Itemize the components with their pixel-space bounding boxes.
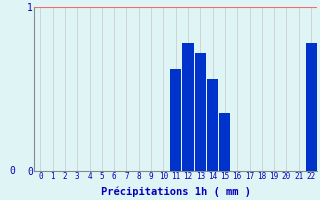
Bar — [207, 79, 218, 171]
Bar — [220, 113, 230, 171]
Bar — [306, 43, 316, 171]
Bar — [170, 69, 181, 171]
X-axis label: Précipitations 1h ( mm ): Précipitations 1h ( mm ) — [101, 187, 251, 197]
Bar — [182, 43, 194, 171]
Bar — [195, 53, 206, 171]
Text: 0: 0 — [9, 166, 15, 176]
